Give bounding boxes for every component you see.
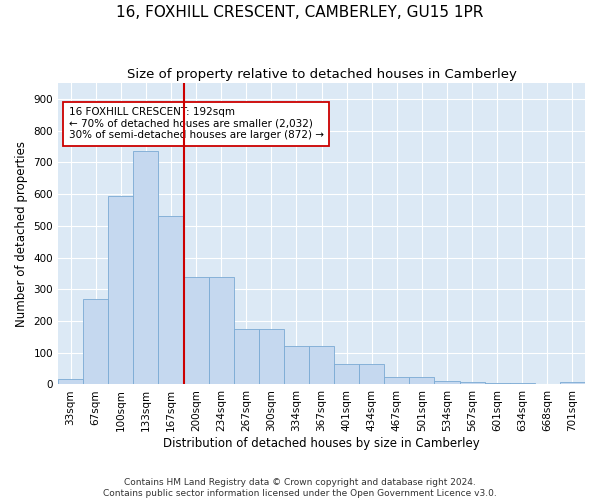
Bar	[510, 383, 535, 384]
Bar	[409, 376, 434, 384]
Bar	[309, 346, 334, 385]
Bar	[434, 382, 460, 384]
Title: Size of property relative to detached houses in Camberley: Size of property relative to detached ho…	[127, 68, 517, 80]
Bar	[233, 329, 259, 384]
Bar	[259, 329, 284, 384]
Bar	[209, 276, 233, 384]
Bar	[284, 346, 309, 385]
Bar	[108, 196, 133, 384]
Bar	[158, 216, 184, 384]
Y-axis label: Number of detached properties: Number of detached properties	[15, 141, 28, 327]
Bar	[384, 376, 409, 384]
Text: 16, FOXHILL CRESCENT, CAMBERLEY, GU15 1PR: 16, FOXHILL CRESCENT, CAMBERLEY, GU15 1P…	[116, 5, 484, 20]
Bar	[83, 299, 108, 384]
X-axis label: Distribution of detached houses by size in Camberley: Distribution of detached houses by size …	[163, 437, 480, 450]
Text: 16 FOXHILL CRESCENT: 192sqm
← 70% of detached houses are smaller (2,032)
30% of : 16 FOXHILL CRESCENT: 192sqm ← 70% of det…	[68, 107, 323, 140]
Text: Contains HM Land Registry data © Crown copyright and database right 2024.
Contai: Contains HM Land Registry data © Crown c…	[103, 478, 497, 498]
Bar	[184, 276, 209, 384]
Bar	[334, 364, 359, 384]
Bar	[58, 378, 83, 384]
Bar	[485, 383, 510, 384]
Bar	[460, 382, 485, 384]
Bar	[133, 150, 158, 384]
Bar	[560, 382, 585, 384]
Bar	[359, 364, 384, 384]
